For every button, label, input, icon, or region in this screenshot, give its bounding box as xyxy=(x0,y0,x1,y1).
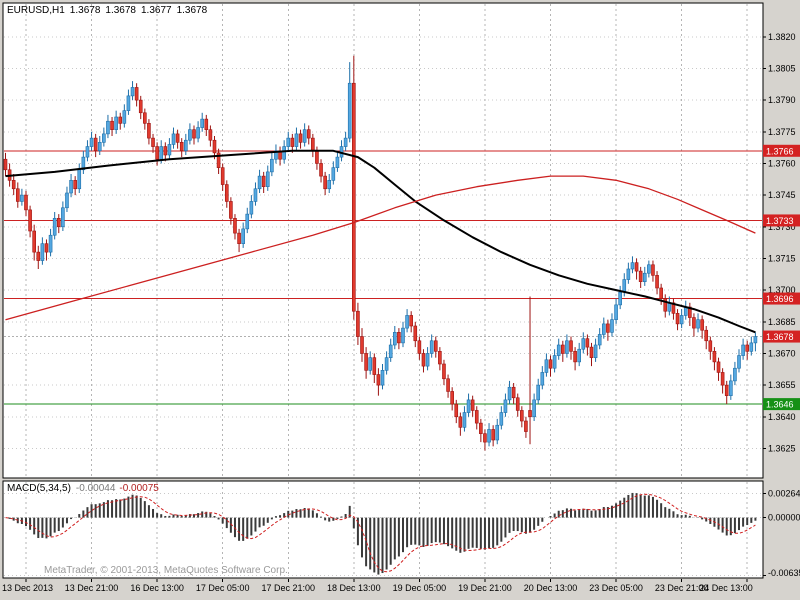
bar-close-value: 1.3678 xyxy=(176,5,208,16)
time-tick-label: 17 Dec 05:00 xyxy=(196,583,250,593)
bar-low-value: 1.3677 xyxy=(140,5,172,16)
price-axis[interactable]: 1.38201.38051.37901.37751.37601.37451.37… xyxy=(763,32,800,578)
time-tick-label: 19 Dec 05:00 xyxy=(393,583,447,593)
horizontal-level-lines[interactable] xyxy=(4,150,762,405)
macd-histogram xyxy=(8,492,757,575)
time-tick-label: 13 Dec 21:00 xyxy=(65,583,119,593)
time-tick-label: 23 Dec 21:00 xyxy=(655,583,709,593)
macd-indicator-label: MACD(5,34,5) -0.00044 -0.00075 xyxy=(7,483,159,494)
price-tick-label: 1.3700 xyxy=(768,285,796,295)
price-tick-label: 1.3745 xyxy=(768,190,796,200)
symbol-timeframe-label: EURUSD,H1 xyxy=(7,5,65,16)
svg-text:1.3678: 1.3678 xyxy=(766,332,794,342)
price-tick-label: 1.3670 xyxy=(768,348,796,358)
bar-open-value: 1.3678 xyxy=(69,5,101,16)
bar-high-value: 1.3678 xyxy=(105,5,136,16)
time-tick-label: 20 Dec 13:00 xyxy=(524,583,578,593)
price-tick-label: 1.3625 xyxy=(768,443,796,453)
candlestick-series xyxy=(3,55,758,451)
svg-text:1.3733: 1.3733 xyxy=(766,216,794,226)
price-tick-label: 1.3640 xyxy=(768,412,796,422)
price-tick-label: 1.3715 xyxy=(768,253,796,263)
price-tick-label: 1.3775 xyxy=(768,127,796,137)
svg-text:1.3646: 1.3646 xyxy=(766,400,794,410)
time-tick-label: 17 Dec 21:00 xyxy=(261,583,315,593)
time-axis[interactable]: 13 Dec 2013 13 Dec 21:00 16 Dec 13:00 17 De… xyxy=(2,579,753,593)
price-tag-1.3733 xyxy=(763,214,800,227)
price-tick-label: 1.3685 xyxy=(768,317,796,327)
grid xyxy=(4,4,762,577)
price-tag-1.3696 xyxy=(763,292,800,305)
time-tick-label: 19 Dec 21:00 xyxy=(458,583,512,593)
macd-tick-label: -0.00635 xyxy=(768,568,800,578)
main-plot-area[interactable] xyxy=(2,2,764,479)
price-tick-label: 1.3820 xyxy=(768,32,796,42)
price-tag-1.3766 xyxy=(763,144,800,157)
ma-fast-black-line xyxy=(5,149,756,334)
price-tick-label: 1.3790 xyxy=(768,95,796,105)
macd-name-label: MACD(5,34,5) xyxy=(7,483,71,494)
time-tick-label: 18 Dec 13:00 xyxy=(327,583,381,593)
price-tag-1.3678 xyxy=(763,330,800,343)
macd-tick-label: 0.00000 xyxy=(768,513,800,523)
price-tags: 1.3766 1.3733 1.3696 1.3678 1.3646 xyxy=(763,144,800,411)
macd-signal-line xyxy=(5,493,756,573)
macd-signal-value: -0.00075 xyxy=(119,483,159,494)
price-tag-1.3646 xyxy=(763,398,800,411)
price-tick-label: 1.3655 xyxy=(768,380,796,390)
macd-main-value: -0.00044 xyxy=(75,483,116,494)
metatrader-watermark: MetaTrader, © 2001-2013, MetaQuotes Soft… xyxy=(44,565,288,576)
time-tick-label: 24 Dec 13:00 xyxy=(699,583,753,593)
price-tick-label: 1.3760 xyxy=(768,158,796,168)
time-tick-label: 23 Dec 05:00 xyxy=(589,583,643,593)
svg-text:1.3696: 1.3696 xyxy=(766,294,794,304)
svg-text:1.3766: 1.3766 xyxy=(766,146,794,156)
symbol-ohlc-label: EURUSD,H1 1.3678 1.3678 1.3677 1.3678 xyxy=(7,5,212,16)
price-tick-label: 1.3730 xyxy=(768,222,796,232)
macd-tick-label: 0.00264 xyxy=(768,488,800,498)
time-tick-label: 16 Dec 13:00 xyxy=(130,583,184,593)
ma-slow-red-line xyxy=(5,175,756,321)
price-tick-label: 1.3805 xyxy=(768,63,796,73)
time-tick-label: 13 Dec 2013 xyxy=(2,583,53,593)
